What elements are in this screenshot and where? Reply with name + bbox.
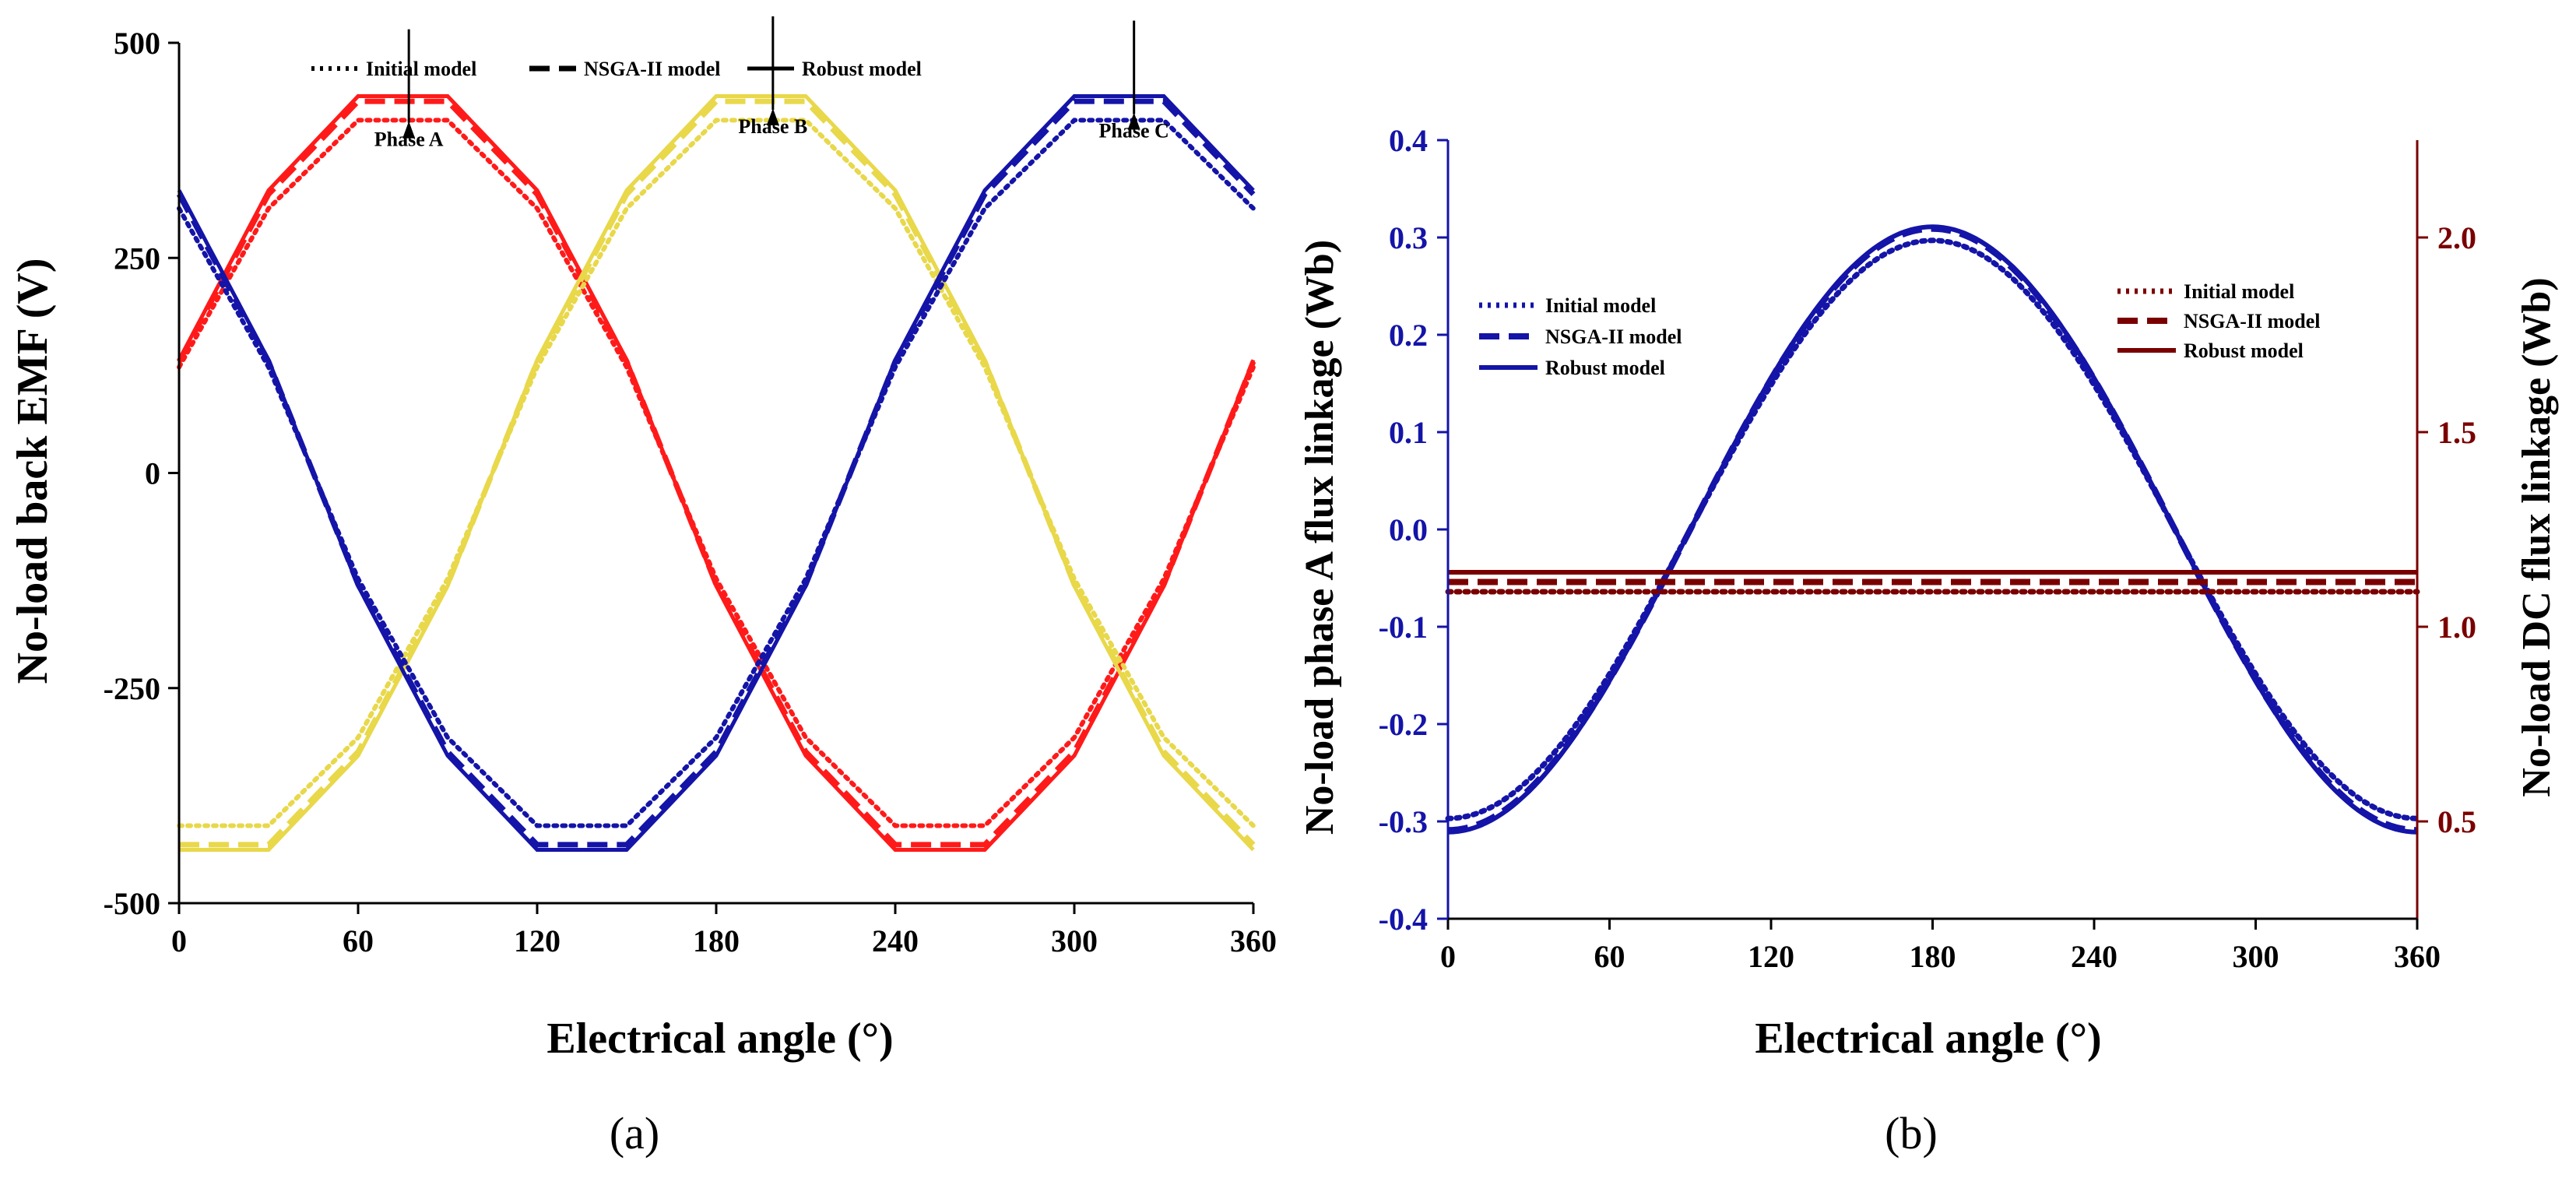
chart-b-y-axis-label-right: No-load DC flux linkage (Wb) <box>2514 277 2559 796</box>
chart-a-y-tick-label: 250 <box>114 241 160 276</box>
chart-b-x-tick-label: 360 <box>2394 939 2441 974</box>
chart-a-annotation-label: Phase C <box>1099 120 1169 142</box>
chart-a-annotation-label: Phase A <box>374 128 444 151</box>
chart-a-y-tick-label: 500 <box>114 26 160 61</box>
chart-b-phase-a-line-solid <box>1447 224 2418 835</box>
chart-b-left-y-tick-label: 0.1 <box>1389 415 1428 450</box>
chart-b-x-axis-label: Electrical angle (°) <box>1755 1014 2101 1063</box>
chart-a-line-phase-a-dashed <box>176 98 1256 848</box>
chart-a-x-tick-label: 360 <box>1230 923 1277 958</box>
chart-a-x-tick-label: 300 <box>1051 923 1098 958</box>
chart-a-y-tick-label: -500 <box>104 886 160 921</box>
chart-b-left-y-tick-label: 0.0 <box>1389 512 1428 547</box>
chart-b-axes <box>1446 140 2419 920</box>
chart-b-x-tick-label: 120 <box>1748 939 1794 974</box>
chart-a-panel-label: (a) <box>610 1108 659 1159</box>
chart-a-legend-label: Initial model <box>366 58 476 80</box>
chart-a-annotations: Phase A Phase B Phase C <box>374 16 1169 151</box>
chart-a-y-axis-label: No-load back EMF (V) <box>9 258 57 684</box>
chart-a-y-tick-label: -250 <box>104 671 160 706</box>
chart-b-legend: Initial model NSGA-II model Robust model In… <box>1479 280 2321 379</box>
chart-a-ticks: 0 60 120 180 240 300 360 -500 -250 0 250 500 <box>104 26 1277 958</box>
chart-a-x-tick-label: 240 <box>872 923 919 958</box>
chart-a-annotation-arrow-head <box>402 121 416 139</box>
chart-a-x-tick-label: 0 <box>171 923 187 958</box>
chart-b-panel-label: (b) <box>1885 1108 1938 1159</box>
chart-b-left-y-tick-label: 0.2 <box>1389 318 1428 353</box>
chart-a: Phase A Phase B Phase C 0 60 120 180 240 300 360… <box>9 16 1277 1159</box>
chart-b-legend-left-label: Robust model <box>1545 357 1665 379</box>
chart-b-left-y-tick-label: -0.1 <box>1379 610 1428 645</box>
chart-a-x-tick-label: 60 <box>343 923 374 958</box>
chart-b-x-tick-label: 60 <box>1594 939 1625 974</box>
chart-b-legend-left-label: NSGA-II model <box>1545 325 1682 348</box>
chart-a-line-phase-b-dashed <box>179 98 1256 848</box>
chart-b-left-y-tick-label: 0.3 <box>1389 220 1428 255</box>
chart-b-legend-right-label: NSGA-II model <box>2184 310 2321 332</box>
chart-b-x-tick-label: 300 <box>2233 939 2279 974</box>
chart-a-annotation-arrow-head <box>766 108 779 126</box>
chart-a-x-tick-label: 180 <box>693 923 740 958</box>
chart-a-line-phase-c-dashed <box>176 98 1256 848</box>
chart-a-legend: Initial model NSGA-II model Robust model <box>311 58 922 80</box>
chart-b-right-y-tick-label: 2.0 <box>2437 220 2476 255</box>
chart-b-legend-right-label: Robust model <box>2184 339 2304 362</box>
chart-b-left-y-tick-label: -0.2 <box>1379 707 1428 742</box>
chart-a-legend-label: Robust model <box>802 58 922 80</box>
chart-b-right-y-tick-label: 1.5 <box>2437 415 2476 450</box>
chart-a-line-phase-c-solid <box>177 94 1255 852</box>
chart-b: 0 60 120 180 240 300 360 -0.4 -0.3 -0.2 -0.1 0.0 0.1… <box>1298 123 2559 1159</box>
chart-a-x-tick-label: 120 <box>514 923 561 958</box>
chart-a-legend-label: NSGA-II model <box>584 58 721 80</box>
chart-a-annotation-arrow-head <box>1127 112 1140 130</box>
chart-b-left-y-tick-label: 0.4 <box>1389 123 1428 158</box>
chart-b-left-y-tick-label: -0.3 <box>1379 804 1428 839</box>
chart-b-x-tick-label: 240 <box>2071 939 2117 974</box>
chart-b-right-y-tick-label: 0.5 <box>2437 804 2476 839</box>
chart-b-x-tick-label: 0 <box>1440 939 1456 974</box>
chart-a-line-phase-b-solid <box>179 94 1255 852</box>
chart-b-legend-right-label: Initial model <box>2184 280 2294 303</box>
chart-a-curves <box>176 94 1256 852</box>
chart-a-y-tick-label: 0 <box>145 456 160 491</box>
chart-a-line-phase-a-solid <box>177 94 1256 852</box>
chart-b-curves <box>1445 224 2420 835</box>
chart-b-right-y-tick-label: 1.0 <box>2437 610 2476 645</box>
chart-b-ticks: 0 60 120 180 240 300 360 -0.4 -0.3 -0.2 -0.1 0.0 0.1… <box>1379 123 2476 974</box>
chart-b-left-y-tick-label: -0.4 <box>1379 902 1428 937</box>
chart-b-legend-left-label: Initial model <box>1545 294 1656 317</box>
chart-a-x-axis-label: Electrical angle (°) <box>546 1014 893 1063</box>
chart-a-annotation-label: Phase B <box>738 115 807 138</box>
chart-b-x-tick-label: 180 <box>1910 939 1956 974</box>
chart-b-y-axis-label-left: No-load phase A flux linkage (Wb) <box>1298 240 1342 835</box>
